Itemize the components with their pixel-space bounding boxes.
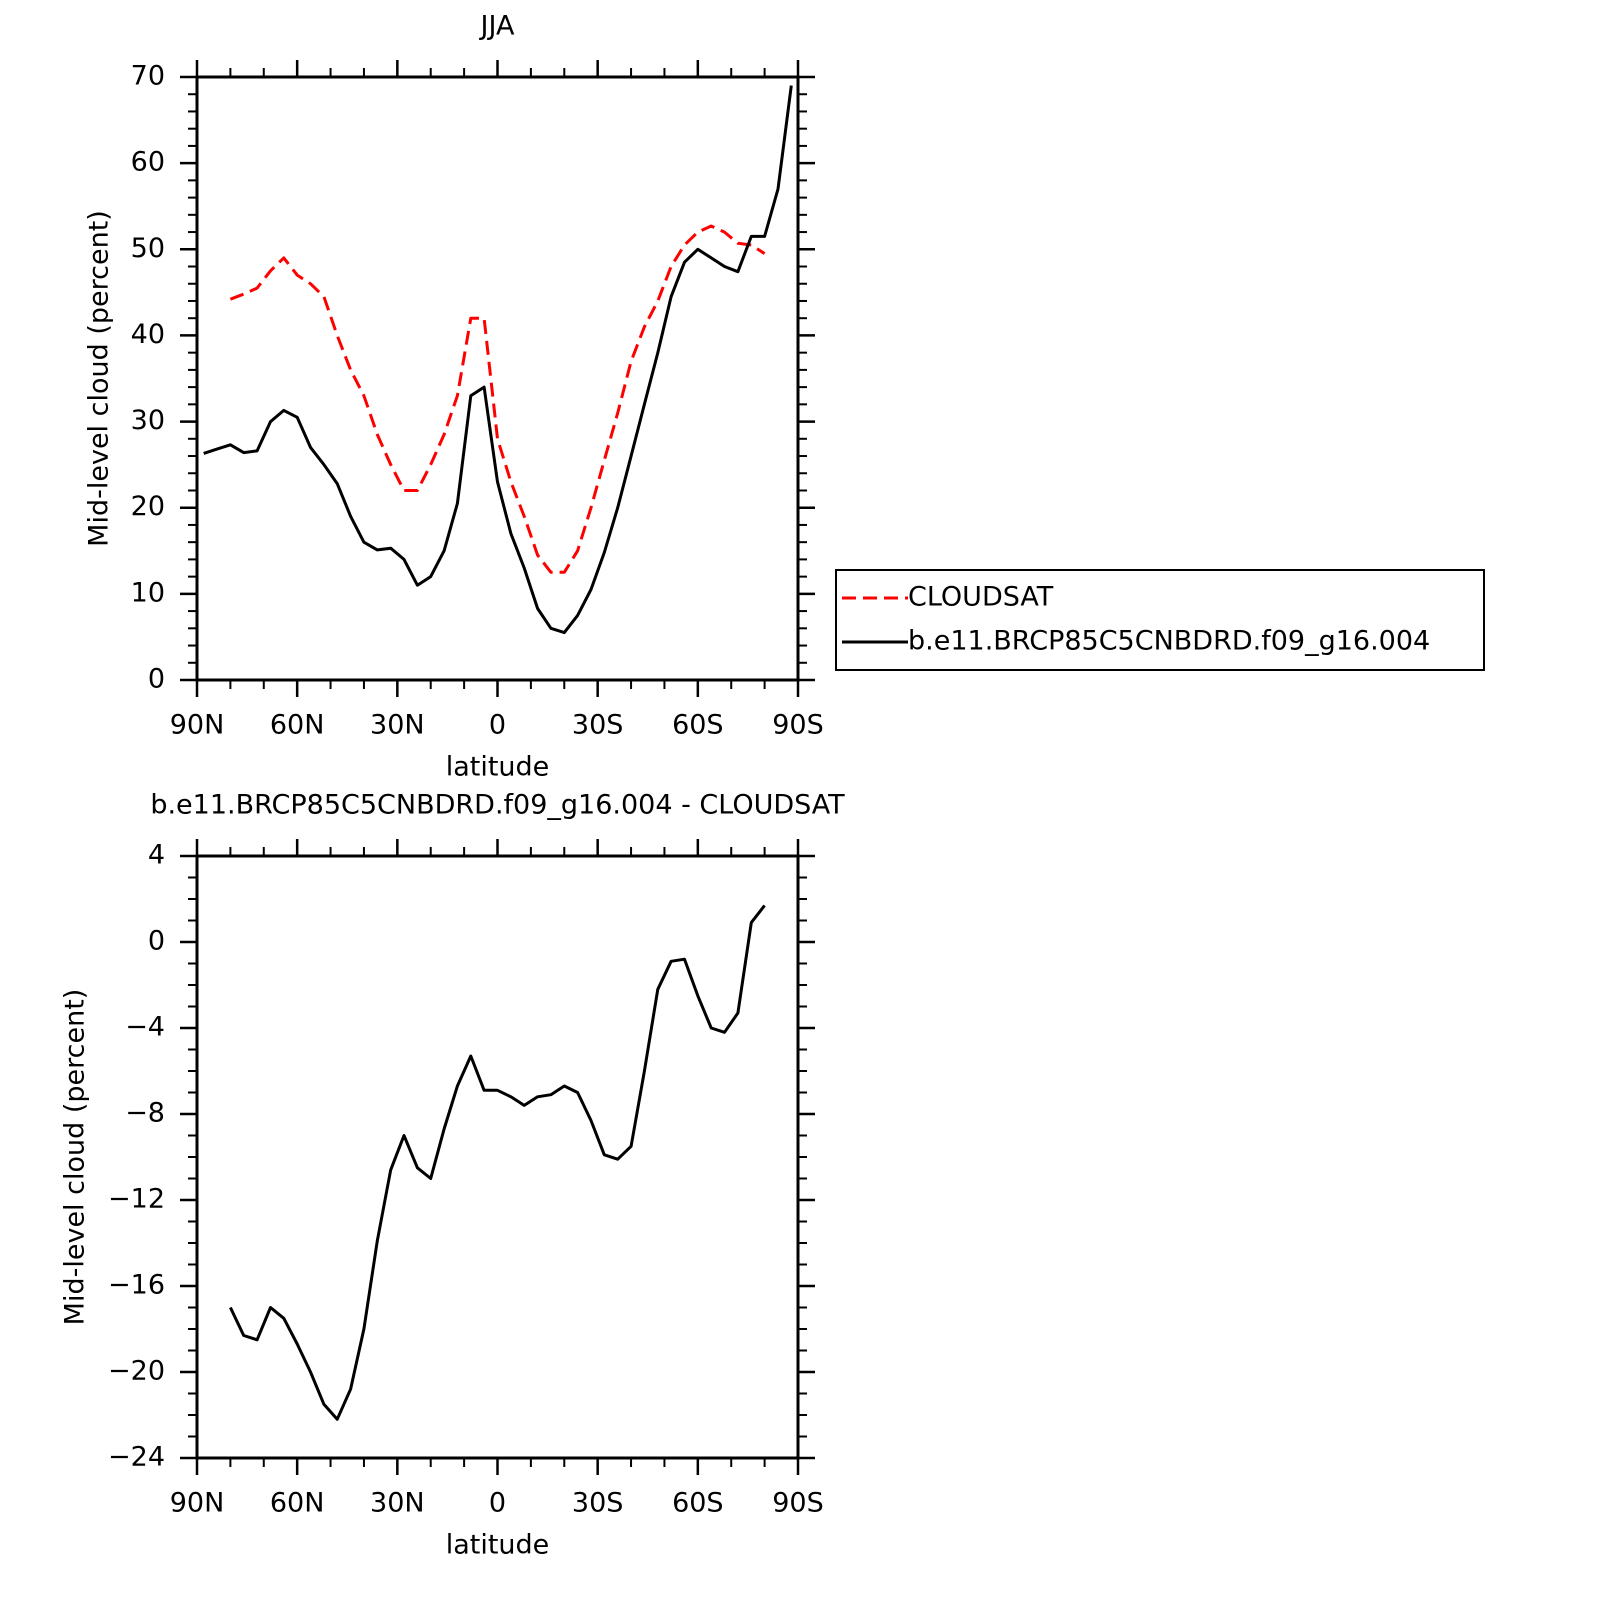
data-line [203,85,793,635]
x-axis-label: latitude [446,752,550,783]
x-tick-label: 60N [270,1488,325,1519]
y-tick-label: 0 [148,664,165,695]
y-tick-label: 60 [131,147,165,178]
chart-title: b.e11.BRCP85C5CNBDRD.f09_g16.004 - CLOUD… [150,790,845,821]
x-tick-label: 60S [672,1488,724,1519]
data-line [229,224,766,574]
y-axis-label: Mid-level cloud (percent) [60,989,91,1326]
y-tick-label: 20 [131,491,165,522]
legend-label: CLOUDSAT [908,582,1054,613]
x-tick-label: 30N [370,1488,425,1519]
y-tick-label: −4 [125,1012,165,1043]
y-tick-label: −20 [108,1356,165,1387]
x-tick-label: 60N [270,710,325,741]
y-tick-label: −8 [125,1098,165,1129]
plot-frame [195,75,800,682]
x-tick-label: 90N [170,710,225,741]
x-tick-label: 30S [572,1488,624,1519]
y-tick-label: 50 [131,233,165,264]
x-tick-label: 90N [170,1488,225,1519]
y-tick-label: −16 [108,1270,165,1301]
x-tick-label: 60S [672,710,724,741]
data-line [229,904,766,1421]
x-tick-label: 90S [772,1488,824,1519]
y-tick-label: 40 [131,319,165,350]
chart-title: JJA [479,11,515,42]
y-tick-label: −12 [108,1184,165,1215]
x-tick-label: 0 [489,710,506,741]
y-tick-label: 10 [131,577,165,608]
y-tick-label: 0 [148,926,165,957]
legend-label: b.e11.BRCP85C5CNBDRD.f09_g16.004 [908,626,1430,657]
y-tick-label: 4 [148,840,165,871]
x-tick-label: 30S [572,710,624,741]
y-tick-label: −24 [108,1442,165,1473]
plot-frame [195,854,800,1460]
x-tick-label: 30N [370,710,425,741]
y-axis-label: Mid-level cloud (percent) [84,210,115,547]
x-tick-label: 90S [772,710,824,741]
y-tick-label: 70 [131,61,165,92]
x-tick-label: 0 [489,1488,506,1519]
y-tick-label: 30 [131,405,165,436]
x-axis-label: latitude [446,1530,550,1561]
legend-box [835,569,1485,671]
